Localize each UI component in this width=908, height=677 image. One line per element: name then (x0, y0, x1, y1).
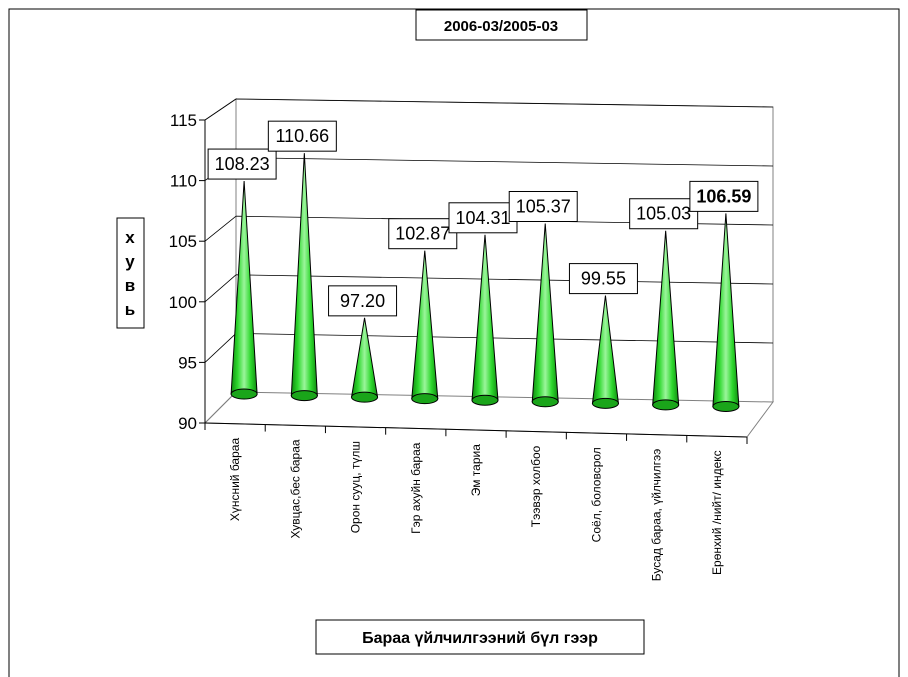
x-tick-label: Ерөнхий /нийт/ индекс (710, 450, 724, 575)
x-tick-label: Соёл, боловсрол (589, 447, 603, 542)
y-axis-title-letter: в (125, 276, 135, 295)
data-label-box (448, 202, 518, 234)
x-tick-label: Хүнсний бараа (228, 438, 242, 522)
y-axis-title-box (116, 217, 145, 329)
data-label-box (388, 218, 458, 250)
data-label-box (207, 148, 277, 180)
cone-mark (350, 317, 379, 403)
cone-body (350, 317, 379, 398)
cone-base (652, 399, 680, 411)
data-label-box (267, 120, 337, 152)
cone-mark (411, 250, 439, 405)
cone-series (230, 153, 740, 412)
data-label-box (629, 198, 699, 230)
cone-mark (712, 213, 740, 412)
cone-mark (591, 295, 620, 409)
cone-base (591, 397, 619, 409)
y-tick-label: 105 (169, 232, 197, 251)
data-label-box (328, 285, 398, 317)
cone-base (290, 390, 318, 402)
cone-base (411, 393, 439, 405)
x-tick-label: Хувцас,бес бараа (288, 439, 302, 538)
gridline-back (235, 157, 774, 167)
cone-body (471, 234, 499, 401)
data-label: 104.31 (455, 208, 510, 228)
chart-title: 2006-03/2005-03 (444, 18, 558, 35)
data-label: 99.55 (581, 269, 626, 289)
y-tick-label: 95 (178, 353, 197, 372)
gridline-back (235, 333, 774, 344)
cone-mark (230, 181, 258, 400)
y-axis-title-letter: ь (125, 300, 135, 319)
cone-body (290, 153, 318, 397)
y-tick-label: 100 (169, 293, 197, 312)
y-axis: 90 95 100 105 110 115 (169, 111, 206, 433)
cone-base (531, 396, 559, 408)
y-tick-label: 115 (170, 111, 197, 130)
x-axis-line (204, 422, 748, 438)
cone-mark (652, 230, 680, 411)
y-tick-label: 110 (170, 172, 197, 191)
gridline-side (204, 274, 237, 303)
cone-mark (290, 153, 318, 402)
data-label-box (568, 263, 638, 295)
y-axis-title-letter: х (125, 228, 135, 247)
side-wall (204, 98, 237, 424)
x-tick-label: Эм тариа (469, 444, 483, 496)
title-box (415, 9, 588, 41)
x-tick-label: Орон сууц, түлш (349, 441, 363, 533)
gridline-side (204, 333, 237, 363)
x-axis-title-box (315, 619, 645, 655)
cone-base (230, 388, 258, 400)
x-axis: Хүнсний бараа Хувцас,бес бараа Орон сууц, … (204, 422, 748, 581)
cone-body (712, 213, 740, 407)
data-label: 105.37 (516, 197, 571, 217)
gridline-back (235, 274, 774, 285)
cone-base (351, 391, 379, 403)
x-axis-title: Бараа үйлчилгээний бүл гээр (362, 630, 598, 647)
gridline-side (204, 215, 237, 242)
cone-base (712, 400, 740, 412)
x-tick-label: Тээвэр холбоо (529, 445, 543, 527)
cone-body (652, 230, 680, 406)
cone-body (531, 223, 559, 403)
data-label: 97.20 (340, 291, 385, 311)
cone-body (230, 181, 258, 395)
y-tick-label: 90 (178, 414, 197, 433)
data-label-box (508, 191, 578, 223)
cone-mark (531, 223, 559, 408)
data-label-box (689, 180, 759, 212)
chart-border (8, 8, 900, 677)
cone-body (411, 250, 439, 400)
y-axis-title-letter: у (125, 252, 135, 271)
gridline-side (204, 98, 237, 121)
cone-body (591, 295, 620, 404)
x-tick-label: Бусад бараа, үйлчилгээ (650, 449, 664, 581)
data-label: 108.23 (215, 154, 270, 174)
data-label: 106.59 (696, 186, 751, 206)
data-label: 102.87 (395, 224, 450, 244)
cone-base (471, 394, 499, 406)
data-label: 105.03 (636, 204, 691, 224)
gridline-back (235, 98, 774, 108)
data-label: 110.66 (275, 126, 329, 146)
cone-mark (471, 234, 499, 406)
x-tick-label: Гэр ахуйн бараа (409, 442, 423, 534)
